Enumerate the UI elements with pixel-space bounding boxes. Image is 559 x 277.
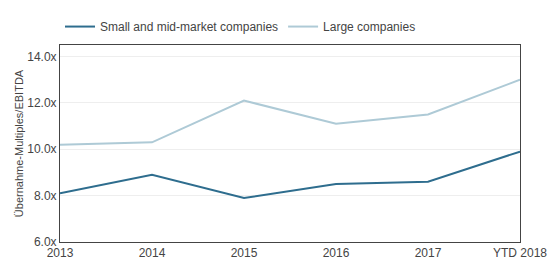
- svg-text:10.0x: 10.0x: [27, 142, 56, 156]
- svg-text:12.0x: 12.0x: [27, 96, 56, 110]
- svg-text:6.0x: 6.0x: [34, 235, 57, 249]
- svg-text:14.0x: 14.0x: [27, 50, 56, 64]
- svg-text:2014: 2014: [139, 246, 166, 260]
- svg-text:2016: 2016: [323, 246, 350, 260]
- svg-text:2013: 2013: [47, 246, 74, 260]
- svg-text:8.0x: 8.0x: [34, 189, 57, 203]
- svg-text:YTD 2018: YTD 2018: [493, 246, 547, 260]
- svg-text:2017: 2017: [415, 246, 442, 260]
- svg-text:Large companies: Large companies: [323, 20, 415, 34]
- svg-text:Übernahme-Multiples/EBITDA: Übernahme-Multiples/EBITDA: [13, 69, 25, 217]
- svg-text:Small and mid-market companies: Small and mid-market companies: [100, 20, 278, 34]
- svg-text:2015: 2015: [231, 246, 258, 260]
